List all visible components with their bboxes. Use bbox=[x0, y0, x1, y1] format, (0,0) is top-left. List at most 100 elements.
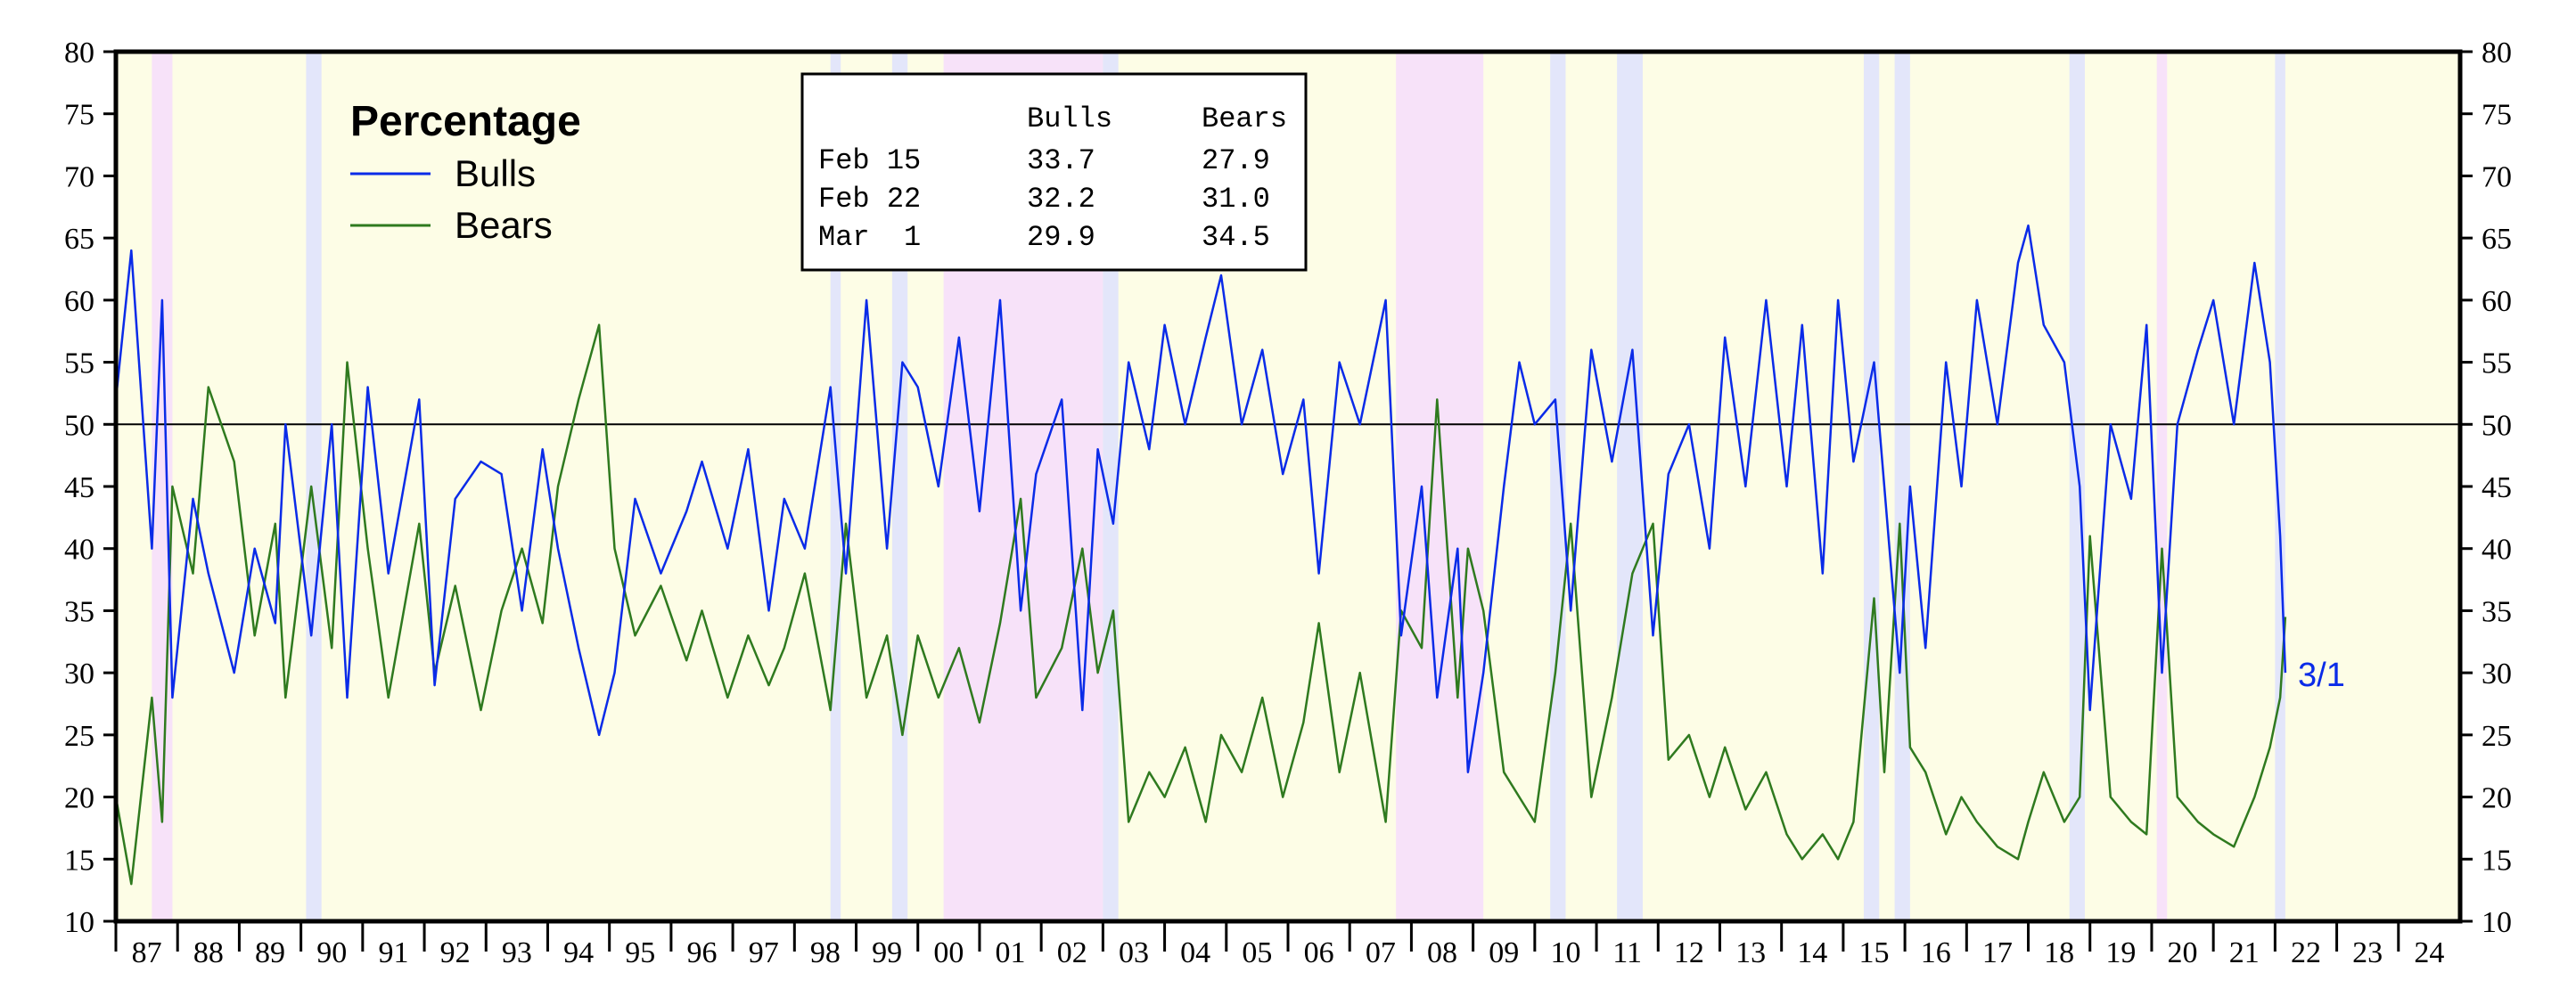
x-tick-label-97: 97 bbox=[749, 936, 779, 969]
shaded-period-1 bbox=[306, 52, 322, 921]
y-tick-label-left-80: 80 bbox=[64, 37, 94, 69]
y-tick-label-left-60: 60 bbox=[64, 285, 94, 318]
data-table-box bbox=[800, 72, 1308, 272]
x-tick-label-95: 95 bbox=[625, 936, 655, 969]
table-row-0-date: Feb 15 bbox=[818, 144, 921, 177]
y-tick-label-right-65: 65 bbox=[2482, 223, 2512, 256]
y-tick-label-left-35: 35 bbox=[64, 595, 94, 628]
x-tick-label-07: 07 bbox=[1366, 936, 1396, 969]
x-tick-label-91: 91 bbox=[378, 936, 408, 969]
x-tick-label-20: 20 bbox=[2168, 936, 2198, 969]
table-row-1-bulls: 32.2 bbox=[1027, 183, 1095, 216]
y-tick-label-right-45: 45 bbox=[2482, 471, 2512, 504]
y-tick-label-right-55: 55 bbox=[2482, 347, 2512, 380]
y-tick-label-right-50: 50 bbox=[2482, 409, 2512, 442]
x-tick-label-21: 21 bbox=[2229, 936, 2260, 969]
x-tick-label-88: 88 bbox=[193, 936, 224, 969]
y-tick-label-left-55: 55 bbox=[64, 347, 94, 380]
x-tick-label-06: 06 bbox=[1304, 936, 1334, 969]
legend-title: Percentage bbox=[350, 98, 581, 145]
table-row-0-bulls: 33.7 bbox=[1027, 144, 1095, 177]
table-row-1-date: Feb 22 bbox=[818, 183, 921, 216]
shaded-period-11 bbox=[2069, 52, 2085, 921]
x-tick-label-16: 16 bbox=[1921, 936, 1951, 969]
y-tick-label-left-25: 25 bbox=[64, 720, 94, 753]
legend: Percentage Bulls Bears bbox=[350, 98, 581, 246]
shaded-period-7 bbox=[1550, 52, 1566, 921]
y-tick-label-right-35: 35 bbox=[2482, 595, 2512, 628]
x-tick-label-18: 18 bbox=[2044, 936, 2074, 969]
shaded-period-9 bbox=[1863, 52, 1880, 921]
x-tick-label-19: 19 bbox=[2105, 936, 2136, 969]
x-tick-label-96: 96 bbox=[687, 936, 718, 969]
y-tick-label-right-60: 60 bbox=[2482, 285, 2512, 318]
shaded-period-13 bbox=[2275, 52, 2285, 921]
y-tick-label-right-20: 20 bbox=[2482, 782, 2512, 815]
x-tick-label-89: 89 bbox=[255, 936, 285, 969]
y-axis-left: 10 15 20 25 30 35 40 45 50 55 60 65 70 75 80 bbox=[64, 37, 116, 939]
y-tick-label-left-50: 50 bbox=[64, 409, 94, 442]
y-tick-label-right-15: 15 bbox=[2482, 844, 2512, 877]
y-tick-label-left-15: 15 bbox=[64, 844, 94, 877]
series-line-bears bbox=[114, 323, 2287, 886]
x-tick-label-22: 22 bbox=[2291, 936, 2321, 969]
x-tick-label-10: 10 bbox=[1550, 936, 1580, 969]
table-row-0-bears: 27.9 bbox=[1202, 144, 1270, 177]
y-tick-label-right-10: 10 bbox=[2482, 906, 2512, 939]
table-header-bulls: Bulls bbox=[1027, 102, 1112, 135]
x-tick-label-00: 00 bbox=[933, 936, 964, 969]
x-tick-label-87: 87 bbox=[132, 936, 162, 969]
y-tick-label-left-70: 70 bbox=[64, 160, 94, 193]
x-tick-label-17: 17 bbox=[1982, 936, 2013, 969]
x-tick-label-04: 04 bbox=[1180, 936, 1210, 969]
y-tick-label-right-25: 25 bbox=[2482, 720, 2512, 753]
x-tick-label-02: 02 bbox=[1057, 936, 1087, 969]
y-tick-label-right-40: 40 bbox=[2482, 534, 2512, 567]
y-tick-label-right-80: 80 bbox=[2482, 37, 2512, 69]
x-tick-label-92: 92 bbox=[440, 936, 471, 969]
shaded-period-6 bbox=[1396, 52, 1484, 921]
y-tick-label-left-75: 75 bbox=[64, 99, 94, 132]
x-tick-label-11: 11 bbox=[1612, 936, 1642, 969]
y-tick-label-left-40: 40 bbox=[64, 534, 94, 567]
x-tick-label-01: 01 bbox=[996, 936, 1026, 969]
x-tick-label-24: 24 bbox=[2414, 936, 2444, 969]
end-date-label: 3/1 bbox=[2298, 657, 2345, 694]
shaded-periods bbox=[152, 52, 2285, 921]
table-row-2-bears: 34.5 bbox=[1202, 221, 1270, 254]
x-tick-label-08: 08 bbox=[1427, 936, 1457, 969]
x-tick-label-12: 12 bbox=[1674, 936, 1704, 969]
shaded-period-2 bbox=[830, 52, 841, 921]
x-tick-label-99: 99 bbox=[872, 936, 902, 969]
y-tick-label-right-70: 70 bbox=[2482, 160, 2512, 193]
legend-label-bulls: Bulls bbox=[455, 152, 536, 194]
x-tick-label-93: 93 bbox=[502, 936, 532, 969]
y-tick-label-left-65: 65 bbox=[64, 223, 94, 256]
x-tick-label-09: 09 bbox=[1489, 936, 1519, 969]
x-axis: 87 88 89 90 91 92 93 94 95 96 97 98 99 00 01 02 03 04 05 06… bbox=[114, 921, 2444, 969]
legend-label-bears: Bears bbox=[455, 204, 553, 246]
y-tick-label-left-30: 30 bbox=[64, 658, 94, 690]
data-table: Bulls Bears Feb 15 33.7 27.9 Feb 22 32.2… bbox=[800, 72, 1308, 272]
x-tick-label-23: 23 bbox=[2352, 936, 2383, 969]
table-row-2-date: Mar 1 bbox=[818, 221, 921, 254]
x-tick-label-15: 15 bbox=[1859, 936, 1890, 969]
table-row-1-bears: 31.0 bbox=[1202, 183, 1270, 216]
series-line-bulls bbox=[114, 224, 2287, 773]
x-tick-label-98: 98 bbox=[810, 936, 841, 969]
table-row-2-bulls: 29.9 bbox=[1027, 221, 1095, 254]
x-tick-label-94: 94 bbox=[563, 936, 594, 969]
y-tick-label-left-45: 45 bbox=[64, 471, 94, 504]
x-tick-label-14: 14 bbox=[1797, 936, 1827, 969]
shaded-period-0 bbox=[152, 52, 173, 921]
y-axis-right: 10 15 20 25 30 35 40 45 50 55 60 65 70 75 80 bbox=[2460, 37, 2512, 939]
x-tick-label-90: 90 bbox=[316, 936, 347, 969]
series-lines bbox=[114, 224, 2287, 886]
table-header-bears: Bears bbox=[1202, 102, 1287, 135]
shaded-period-8 bbox=[1617, 52, 1643, 921]
shaded-period-12 bbox=[2156, 52, 2168, 921]
x-tick-label-03: 03 bbox=[1119, 936, 1149, 969]
x-tick-label-13: 13 bbox=[1735, 936, 1766, 969]
